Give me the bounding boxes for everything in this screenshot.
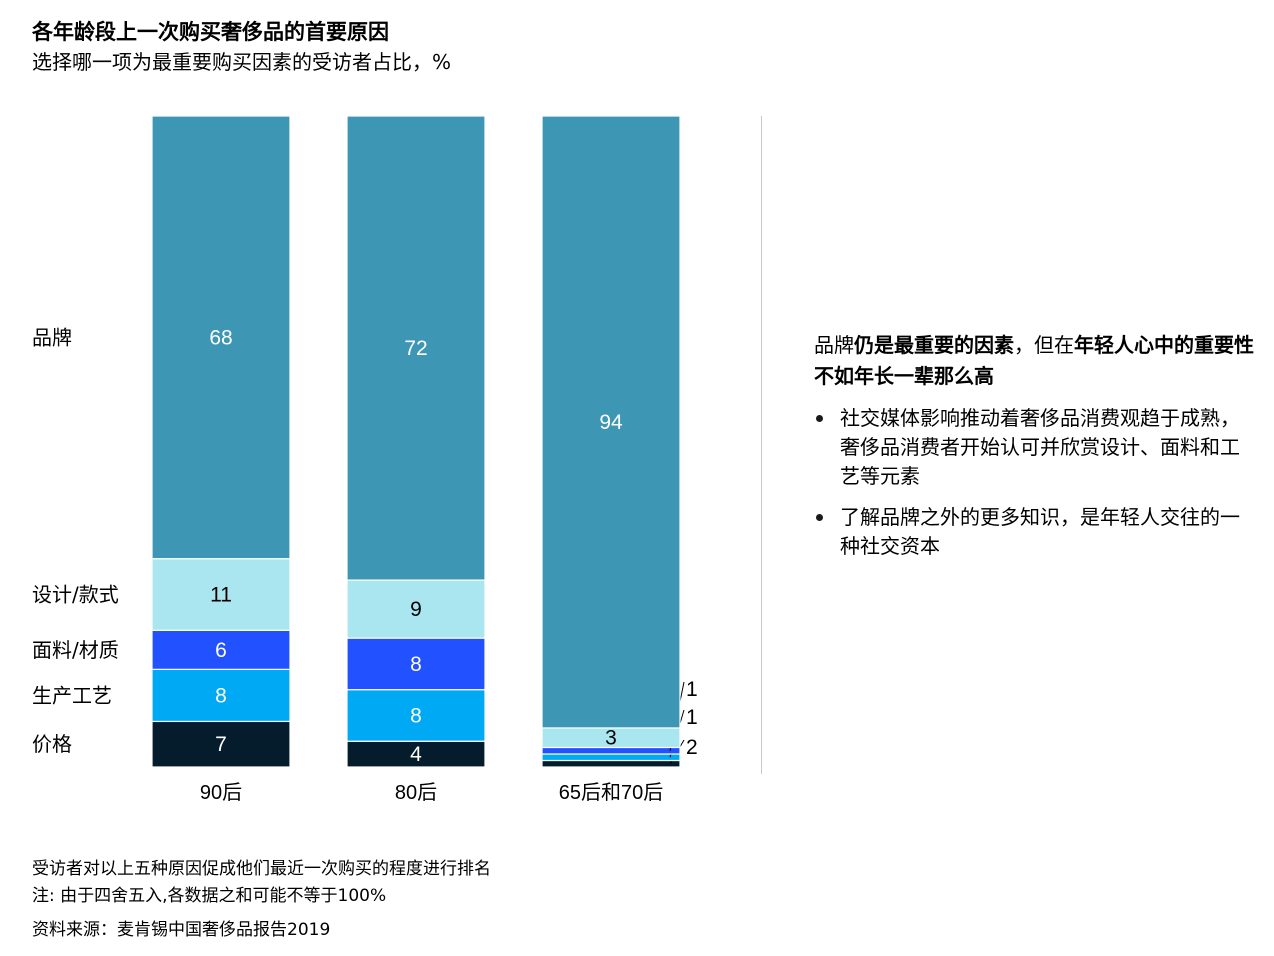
value-label: 1 [686, 706, 698, 729]
value-label: 3 [605, 727, 617, 750]
value-label: 2 [686, 736, 698, 759]
value-label: 11 [210, 583, 232, 606]
bullet-item: 了解品牌之外的更多知识，是年轻人交往的一种社交资本 [814, 503, 1254, 561]
commentary-bullets: 社交媒体影响推动着奢侈品消费观趋于成熟，奢侈品消费者开始认可并欣赏设计、面料和工… [814, 404, 1254, 561]
category-label: 65后和70后 [559, 781, 664, 804]
source-note: 资料来源：麦肯锡中国奢侈品报告2019 [32, 920, 331, 940]
value-label: 1 [686, 678, 698, 701]
value-label: 8 [410, 653, 422, 676]
headline-run: 仍是最重要的因素 [854, 333, 1014, 357]
bar-segment [346, 637, 486, 691]
headline-run: 年轻人心中的重要性不如年长一辈那么高 [814, 333, 1254, 388]
bar-segment [541, 115, 681, 729]
legend-item: 品牌 [32, 325, 72, 349]
legend-item: 价格 [32, 732, 72, 756]
value-label: 94 [599, 411, 623, 434]
bullet-item: 社交媒体影响推动着奢侈品消费观趋于成熟，奢侈品消费者开始认可并欣赏设计、面料和工… [814, 404, 1254, 491]
value-label: 4 [410, 743, 422, 766]
footnote-ranking: 受访者对以上五种原因促成他们最近一次购买的程度进行排名 [32, 859, 491, 879]
value-label: 6 [215, 639, 227, 662]
chart-title: 各年龄段上一次购买奢侈品的首要原因 [32, 20, 389, 44]
value-label: 9 [410, 598, 422, 621]
headline-run: 品牌 [814, 333, 854, 357]
legend-item: 设计/款式 [32, 582, 119, 606]
chart-subtitle: 选择哪一项为最重要购买因素的受访者占比，% [32, 50, 452, 74]
legend-item: 面料/材质 [32, 638, 119, 662]
category-label: 80后 [395, 781, 437, 804]
bar-segment [151, 720, 291, 768]
footnote-rounding: 注: 由于四舍五入,各数据之和可能不等于100% [32, 886, 387, 906]
category-label: 90后 [200, 781, 242, 804]
value-label: 8 [410, 704, 422, 727]
value-label: 7 [215, 733, 227, 756]
bar-segment [541, 759, 681, 768]
bar-segment [151, 115, 291, 560]
value-label: 72 [404, 337, 427, 360]
bar-segment [346, 689, 486, 742]
divider [761, 116, 762, 774]
commentary-panel: 品牌仍是最重要的因素，但在年轻人心中的重要性不如年长一辈那么高 社交媒体影响推动… [814, 330, 1254, 573]
headline-run: ，但在 [1014, 333, 1074, 357]
legend: 价格 生产工艺 面料/材质 设计/款式 品牌 [32, 325, 119, 756]
bar-segment [346, 579, 486, 639]
bar-segment [346, 115, 486, 581]
value-label: 8 [215, 684, 227, 707]
legend-item: 生产工艺 [32, 683, 112, 707]
bar-segment [541, 753, 681, 762]
bar-segment [151, 668, 291, 723]
bar-segment [151, 629, 291, 670]
bar-segment [346, 740, 486, 768]
value-label: 68 [209, 326, 232, 349]
commentary-headline: 品牌仍是最重要的因素，但在年轻人心中的重要性不如年长一辈那么高 [814, 330, 1254, 392]
